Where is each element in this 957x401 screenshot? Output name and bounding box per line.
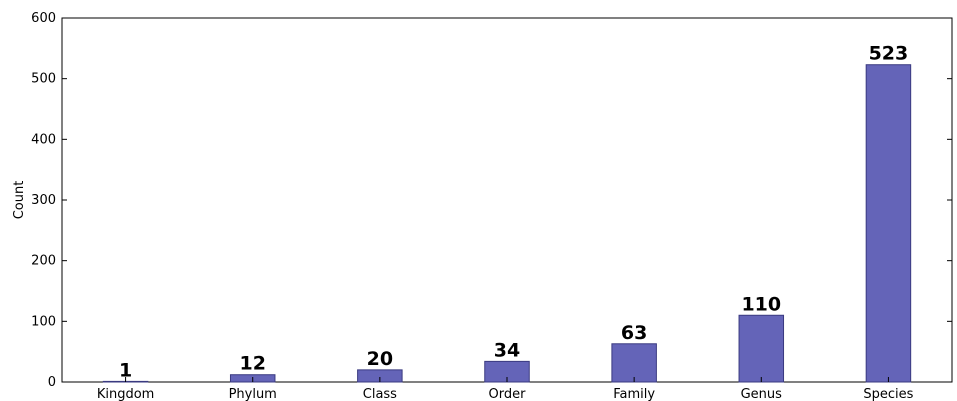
- x-axis: Kingdom Phylum Class Order Family Genus Specie…: [97, 377, 914, 401]
- y-tick-label: 200: [31, 254, 56, 269]
- y-tick-label: 0: [48, 375, 56, 390]
- plot-area: [61, 17, 953, 383]
- y-tick-label: 100: [31, 314, 56, 329]
- x-tick-label-family: Family: [613, 387, 655, 401]
- data-label-genus: 110: [741, 293, 781, 315]
- y-tick-label: 400: [31, 132, 56, 147]
- y-tick-label: 500: [31, 72, 56, 87]
- x-tick-label-class: Class: [363, 387, 397, 401]
- bar-species: [865, 64, 912, 383]
- y-axis: 0 100 200 300 400 500 600: [31, 11, 952, 390]
- x-tick-label-phylum: Phylum: [229, 387, 277, 401]
- data-label-kingdom: 1: [119, 359, 132, 381]
- x-tick-label-kingdom: Kingdom: [97, 387, 155, 401]
- bar-genus: [738, 314, 785, 383]
- y-axis-label: Count: [12, 181, 27, 220]
- x-tick-label-species: Species: [863, 387, 913, 401]
- data-labels: 1 12 20 34 63 110 523: [119, 43, 908, 382]
- data-label-species: 523: [869, 43, 909, 65]
- data-label-class: 20: [367, 348, 393, 370]
- x-tick-label-genus: Genus: [741, 387, 783, 401]
- y-tick-label: 600: [31, 11, 56, 26]
- bar-family: [611, 343, 657, 383]
- y-tick-label: 300: [31, 193, 56, 208]
- x-tick-label-order: Order: [489, 387, 527, 401]
- data-label-phylum: 12: [239, 353, 265, 375]
- data-label-order: 34: [494, 339, 520, 361]
- data-label-family: 63: [621, 322, 647, 344]
